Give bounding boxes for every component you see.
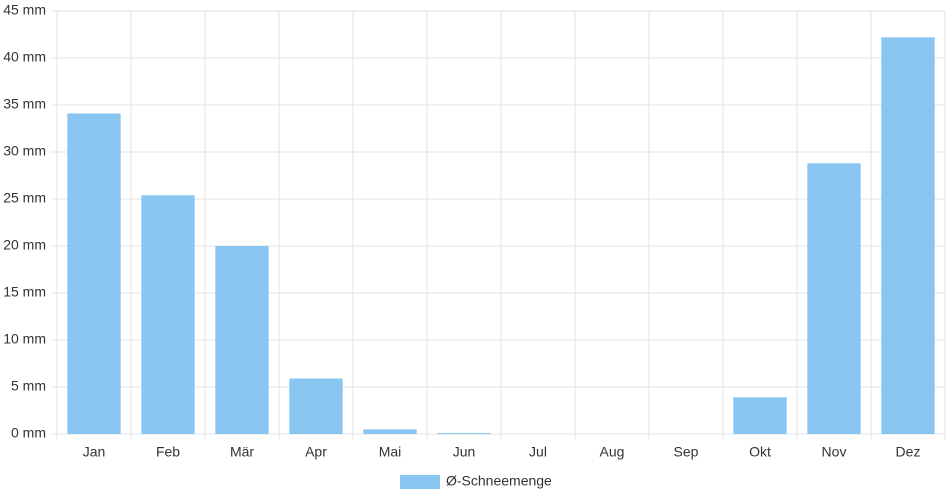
bar [807, 163, 861, 434]
legend-label: Ø-Schneemenge [446, 473, 552, 489]
x-tick-label: Dez [896, 444, 921, 460]
x-tick-label: Jun [453, 444, 476, 460]
y-tick-label: 5 mm [11, 378, 46, 394]
bar [363, 429, 417, 434]
bar [437, 433, 491, 434]
y-tick-label: 20 mm [3, 237, 46, 253]
y-tick-label: 10 mm [3, 331, 46, 347]
x-tick-label: Mär [230, 444, 254, 460]
y-tick-label: 40 mm [3, 49, 46, 65]
x-tick-label: Sep [674, 444, 699, 460]
y-tick-label: 0 mm [11, 425, 46, 441]
y-tick-label: 15 mm [3, 284, 46, 300]
x-tick-label: Okt [749, 444, 771, 460]
x-tick-label: Mai [379, 444, 402, 460]
legend-swatch [400, 475, 440, 489]
x-tick-label: Nov [822, 444, 847, 460]
y-tick-label: 35 mm [3, 96, 46, 112]
bar [881, 37, 935, 434]
y-tick-label: 30 mm [3, 143, 46, 159]
bar [215, 246, 269, 434]
x-tick-label: Jul [529, 444, 547, 460]
y-tick-label: 25 mm [3, 190, 46, 206]
x-tick-label: Feb [156, 444, 180, 460]
bar [67, 113, 121, 435]
bar [141, 195, 195, 434]
y-tick-label: 45 mm [3, 2, 46, 18]
x-tick-label: Jan [83, 444, 106, 460]
bar [289, 378, 343, 434]
bar [733, 397, 787, 434]
x-tick-label: Apr [305, 444, 327, 460]
x-tick-label: Aug [600, 444, 625, 460]
